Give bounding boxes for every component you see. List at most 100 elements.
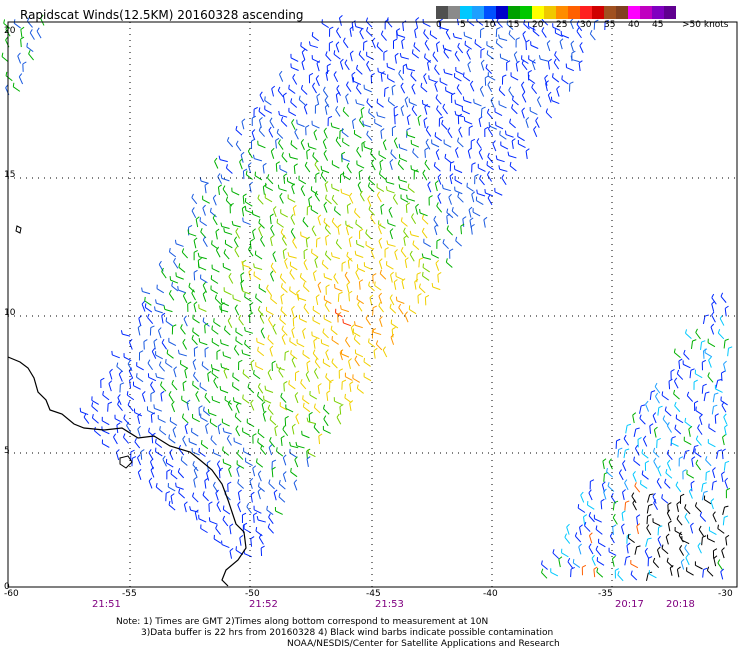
wind-barb bbox=[517, 132, 525, 142]
wind-barb bbox=[257, 391, 264, 402]
wind-barb bbox=[366, 130, 373, 141]
wind-barb bbox=[451, 206, 459, 217]
wind-barb bbox=[580, 491, 585, 503]
wind-barb bbox=[272, 323, 277, 335]
wind-barb bbox=[576, 27, 582, 39]
wind-barb bbox=[155, 372, 165, 380]
wind-barb bbox=[270, 270, 275, 282]
wind-barb bbox=[128, 338, 133, 350]
wind-barb bbox=[349, 26, 354, 37]
wind-barb bbox=[200, 274, 208, 284]
wind-barb bbox=[405, 202, 411, 213]
wind-barb bbox=[387, 74, 395, 83]
wind-barb bbox=[158, 361, 166, 372]
wind-barb bbox=[138, 315, 143, 327]
wind-barb bbox=[686, 567, 694, 576]
wind-barb bbox=[390, 333, 395, 345]
wind-barb bbox=[150, 391, 155, 402]
wind-barb bbox=[569, 81, 574, 92]
wind-barb bbox=[588, 532, 593, 544]
wind-barb bbox=[253, 512, 258, 523]
wind-barb bbox=[456, 84, 463, 95]
wind-barb bbox=[280, 306, 288, 317]
wind-barb bbox=[521, 107, 525, 119]
wind-barb bbox=[264, 385, 274, 393]
wind-barb bbox=[711, 404, 718, 415]
wind-barb bbox=[684, 417, 692, 428]
wind-barb bbox=[424, 103, 428, 115]
wind-barb bbox=[323, 295, 332, 304]
wind-barb bbox=[208, 501, 213, 512]
wind-barb bbox=[264, 105, 273, 114]
wind-barb bbox=[452, 33, 463, 40]
wind-barb bbox=[487, 194, 493, 206]
wind-barb bbox=[191, 334, 198, 346]
wind-barb bbox=[308, 411, 313, 423]
wind-barb bbox=[302, 402, 311, 413]
wind-barb bbox=[193, 466, 198, 478]
wind-barb bbox=[701, 383, 707, 394]
wind-barb bbox=[413, 42, 421, 52]
wind-barb bbox=[300, 231, 309, 240]
wind-barb bbox=[386, 62, 395, 71]
wind-barb bbox=[386, 240, 396, 247]
wind-barb bbox=[322, 404, 330, 415]
wind-barb bbox=[91, 402, 99, 412]
wind-barb bbox=[193, 250, 198, 261]
wind-barb bbox=[258, 116, 263, 128]
wind-barb bbox=[462, 96, 472, 104]
wind-barb bbox=[159, 426, 167, 436]
wind-barb bbox=[365, 229, 372, 240]
wind-barb bbox=[294, 392, 299, 404]
legend-label-8: 40 bbox=[628, 20, 640, 30]
wind-barb bbox=[254, 171, 263, 181]
wind-barb bbox=[290, 228, 296, 239]
wind-barb bbox=[469, 80, 475, 92]
wind-barb bbox=[126, 391, 135, 401]
wind-barb bbox=[279, 315, 287, 325]
wind-barb bbox=[339, 128, 344, 140]
wind-barb bbox=[270, 147, 275, 159]
wind-barb bbox=[243, 549, 252, 558]
wind-barb bbox=[229, 547, 234, 559]
wind-barb bbox=[170, 469, 178, 480]
wind-barb bbox=[473, 98, 482, 107]
wind-barb bbox=[409, 250, 415, 262]
wind-barb bbox=[386, 261, 394, 270]
wind-barb bbox=[227, 317, 233, 328]
wind-barb bbox=[197, 262, 207, 271]
wind-barb bbox=[424, 294, 430, 306]
wind-barb bbox=[295, 441, 305, 449]
wind-barb bbox=[282, 454, 287, 466]
wind-barb bbox=[301, 48, 306, 60]
wind-barb bbox=[342, 37, 349, 49]
wind-barb bbox=[612, 513, 618, 525]
wind-barb bbox=[219, 385, 229, 394]
wind-barb bbox=[458, 126, 463, 138]
wind-barb bbox=[191, 193, 198, 205]
wind-barb bbox=[193, 346, 199, 357]
wind-barb bbox=[633, 456, 641, 466]
wind-barb bbox=[281, 333, 286, 345]
wind-barb bbox=[255, 458, 264, 468]
wind-barb bbox=[714, 384, 723, 393]
wind-barb bbox=[313, 368, 319, 379]
wind-barb bbox=[312, 152, 319, 163]
wind-barb bbox=[288, 107, 297, 117]
wind-barb bbox=[115, 449, 120, 461]
wind-barb bbox=[314, 256, 319, 268]
wind-barb bbox=[486, 108, 494, 120]
wind-barb bbox=[354, 250, 364, 258]
wind-barb bbox=[253, 369, 261, 380]
wind-barb bbox=[474, 39, 482, 49]
wind-barb bbox=[646, 503, 653, 514]
wind-barb bbox=[256, 516, 266, 523]
wind-barb bbox=[309, 390, 318, 400]
wind-barb bbox=[389, 228, 394, 240]
wind-barb bbox=[358, 50, 365, 61]
wind-barb bbox=[478, 116, 483, 128]
wind-barb bbox=[545, 80, 549, 92]
wind-barb bbox=[702, 314, 709, 325]
wind-barb bbox=[721, 471, 726, 483]
wind-barb bbox=[248, 268, 253, 280]
